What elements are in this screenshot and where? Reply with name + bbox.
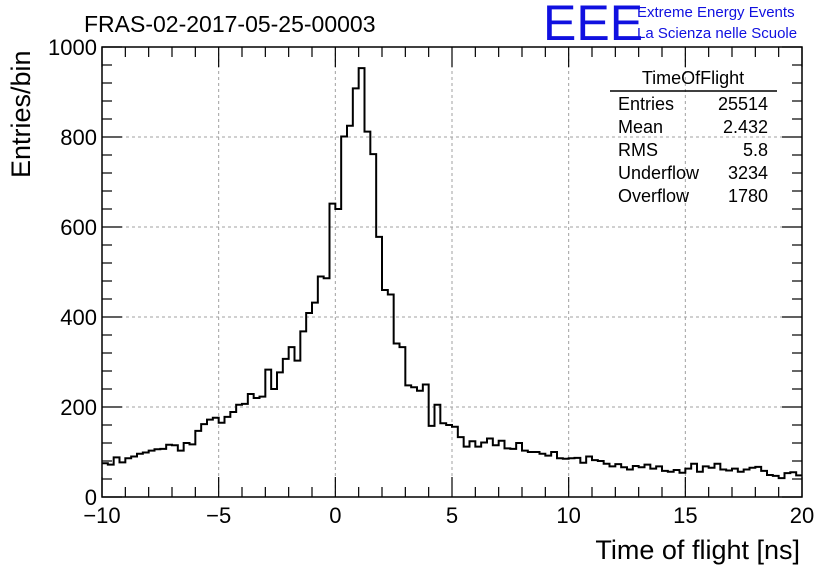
y-tick-label: 400 [60,305,97,330]
stats-value-entries: 25514 [718,94,768,114]
x-tick-label: 5 [446,503,458,528]
y-tick-label: 800 [60,125,97,150]
eee-logo-mark: EEE [543,0,643,51]
eee-logo-line1: Extreme Energy Events [637,4,795,21]
eee-logo-line2: La Scienza nelle Scuole [637,25,797,42]
stats-label-rms: RMS [618,140,658,160]
x-tick-label: −5 [206,503,231,528]
y-tick-labels: 0 200 400 600 800 1000 [48,35,97,510]
stats-box: TimeOfFlight Entries 25514 Mean 2.432 RM… [610,68,777,206]
stats-label-underflow: Underflow [618,163,700,183]
x-tick-label: 15 [673,503,697,528]
y-tick-label: 600 [60,215,97,240]
stats-value-mean: 2.432 [723,117,768,137]
chart-title: FRAS-02-2017-05-25-00003 [84,11,376,37]
stats-box-title: TimeOfFlight [642,68,744,88]
axis-ticks [101,46,803,498]
stats-value-rms: 5.8 [743,140,768,160]
x-tick-labels: −10 −5 0 5 10 15 20 [83,503,814,528]
stats-value-underflow: 3234 [728,163,768,183]
y-tick-label: 1000 [48,35,97,60]
stats-value-overflow: 1780 [728,186,768,206]
stats-label-mean: Mean [618,117,663,137]
y-tick-label: 200 [60,395,97,420]
x-tick-label: 10 [556,503,580,528]
stats-label-overflow: Overflow [618,186,690,206]
stats-label-entries: Entries [618,94,674,114]
x-tick-label: 20 [790,503,814,528]
eee-logo: EEE Extreme Energy Events La Scienza nel… [543,0,797,51]
y-tick-label: 0 [85,485,97,510]
y-axis-title: Entries/bin [6,50,36,178]
grid-lines [102,47,802,497]
histogram-series [102,67,802,480]
x-tick-label: −10 [83,503,120,528]
x-axis-title: Time of flight [ns] [595,535,800,565]
x-tick-label: 0 [329,503,341,528]
